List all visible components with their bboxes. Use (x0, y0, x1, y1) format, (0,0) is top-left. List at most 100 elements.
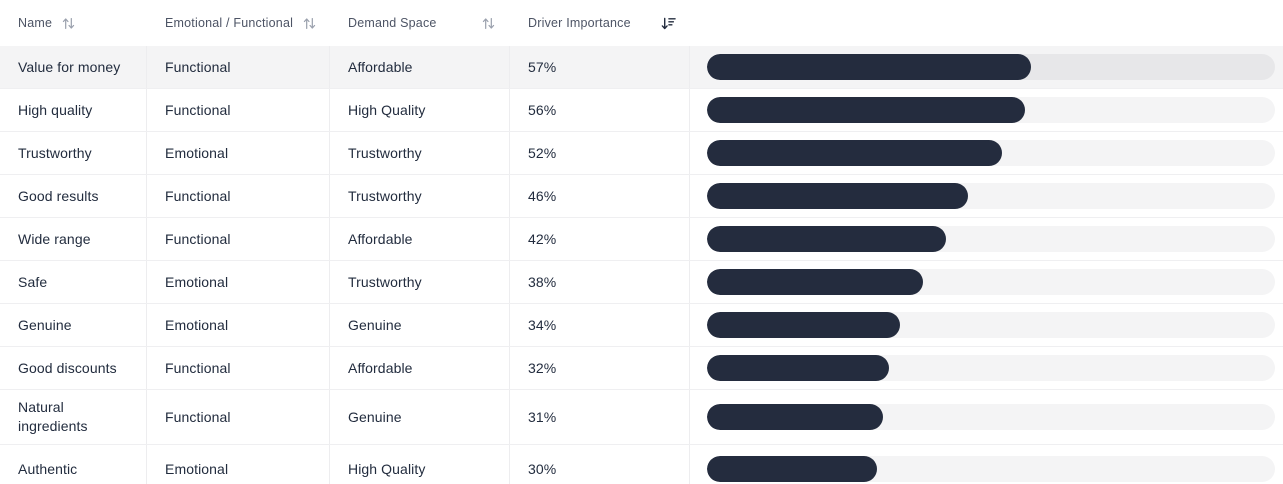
importance-text: 30% (528, 460, 557, 477)
demand-space-cell: Genuine (330, 304, 510, 346)
column-header-emotional-functional[interactable]: Emotional / Functional (147, 0, 330, 46)
name-text: Authentic (18, 460, 78, 477)
name-text: Trustworthy (18, 144, 92, 161)
table-row[interactable]: Authentic Emotional High Quality 30% (0, 445, 1283, 484)
emotional-functional-cell: Functional (147, 89, 330, 131)
importance-bar-fill (707, 183, 969, 209)
emotional-functional-cell: Emotional (147, 304, 330, 346)
importance-cell: 34% (510, 304, 690, 346)
name-cell: Genuine (0, 304, 147, 346)
column-header-demand-space-label: Demand Space (348, 16, 437, 30)
emotional-functional-cell: Emotional (147, 132, 330, 174)
importance-text: 42% (528, 230, 557, 247)
importance-bar-cell (690, 132, 1283, 174)
importance-cell: 38% (510, 261, 690, 303)
importance-bar-cell (690, 89, 1283, 131)
name-cell: High quality (0, 89, 147, 131)
name-text: Good results (18, 187, 99, 204)
name-text: Value for money (18, 58, 121, 75)
name-cell: Safe (0, 261, 147, 303)
table-row[interactable]: Trustworthy Emotional Trustworthy 52% (0, 132, 1283, 175)
column-header-driver-importance[interactable]: Driver Importance (510, 0, 690, 46)
importance-bar-fill (707, 226, 946, 252)
importance-bar-track (707, 312, 1275, 338)
importance-cell: 56% (510, 89, 690, 131)
name-text: Genuine (18, 316, 72, 333)
importance-cell: 32% (510, 347, 690, 389)
importance-cell: 42% (510, 218, 690, 260)
importance-bar-fill (707, 404, 884, 430)
importance-text: 38% (528, 273, 557, 290)
demand-space-text: Affordable (348, 359, 413, 376)
table-row[interactable]: Safe Emotional Trustworthy 38% (0, 261, 1283, 304)
column-header-demand-space[interactable]: Demand Space (330, 0, 510, 46)
importance-bar-cell (690, 445, 1283, 484)
importance-bar-fill (707, 54, 1031, 80)
column-header-bar-spacer (690, 0, 1283, 46)
table-row[interactable]: Natural ingredients Functional Genuine 3… (0, 390, 1283, 445)
importance-bar-cell (690, 175, 1283, 217)
name-cell: Trustworthy (0, 132, 147, 174)
name-text: Natural ingredients (18, 399, 88, 434)
table-body: Value for money Functional Affordable 57… (0, 46, 1283, 484)
type-text: Functional (165, 359, 231, 376)
importance-bar-track (707, 404, 1275, 430)
type-text: Functional (165, 58, 231, 75)
importance-bar-track (707, 269, 1275, 295)
importance-bar-track (707, 456, 1275, 482)
demand-space-cell: High Quality (330, 89, 510, 131)
emotional-functional-cell: Emotional (147, 445, 330, 484)
importance-text: 56% (528, 101, 557, 118)
demand-space-text: Genuine (348, 408, 402, 425)
column-header-name-label: Name (18, 16, 53, 30)
importance-bar-track (707, 97, 1275, 123)
importance-text: 46% (528, 187, 557, 204)
table-header-row: Name Emotional / Functional Demand Space… (0, 0, 1283, 46)
table-row[interactable]: Wide range Functional Affordable 42% (0, 218, 1283, 261)
importance-bar-fill (707, 97, 1026, 123)
importance-cell: 31% (510, 390, 690, 444)
demand-space-cell: Genuine (330, 390, 510, 444)
demand-space-text: High Quality (348, 101, 426, 118)
importance-bar-track (707, 183, 1275, 209)
name-cell: Value for money (0, 46, 147, 88)
name-cell: Good discounts (0, 347, 147, 389)
column-header-name[interactable]: Name (0, 0, 147, 46)
type-text: Emotional (165, 144, 229, 161)
importance-cell: 30% (510, 445, 690, 484)
type-text: Emotional (165, 460, 229, 477)
importance-bar-cell (690, 46, 1283, 88)
emotional-functional-cell: Emotional (147, 261, 330, 303)
importance-bar-cell (690, 218, 1283, 260)
importance-text: 34% (528, 316, 557, 333)
emotional-functional-cell: Functional (147, 390, 330, 444)
type-text: Functional (165, 230, 231, 247)
table-row[interactable]: High quality Functional High Quality 56% (0, 89, 1283, 132)
emotional-functional-cell: Functional (147, 218, 330, 260)
name-cell: Good results (0, 175, 147, 217)
type-text: Functional (165, 408, 231, 425)
importance-bar-cell (690, 304, 1283, 346)
column-header-emotional-functional-label: Emotional / Functional (165, 16, 294, 30)
demand-space-text: High Quality (348, 460, 426, 477)
name-cell: Natural ingredients (0, 390, 147, 444)
demand-space-text: Affordable (348, 58, 413, 75)
importance-bar-fill (707, 355, 889, 381)
importance-bar-cell (690, 390, 1283, 444)
emotional-functional-cell: Functional (147, 175, 330, 217)
name-text: Safe (18, 273, 48, 290)
table-row[interactable]: Good results Functional Trustworthy 46% (0, 175, 1283, 218)
table-row[interactable]: Good discounts Functional Affordable 32% (0, 347, 1283, 390)
importance-bar-cell (690, 347, 1283, 389)
table-row[interactable]: Genuine Emotional Genuine 34% (0, 304, 1283, 347)
demand-space-cell: Trustworthy (330, 175, 510, 217)
demand-space-text: Trustworthy (348, 144, 422, 161)
importance-bar-track (707, 226, 1275, 252)
importance-text: 52% (528, 144, 557, 161)
sort-descending-icon (661, 17, 676, 29)
table-row[interactable]: Value for money Functional Affordable 57… (0, 46, 1283, 89)
importance-bar-track (707, 54, 1275, 80)
importance-text: 31% (528, 408, 557, 425)
demand-space-cell: Trustworthy (330, 261, 510, 303)
